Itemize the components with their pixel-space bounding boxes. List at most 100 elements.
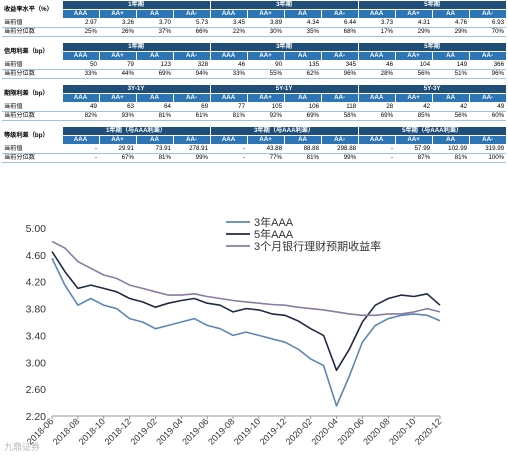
group-header: 3年期: [209, 0, 359, 10]
table-block-label: 收益率水平（%）: [2, 0, 62, 19]
table-cell: 106: [284, 102, 322, 112]
x-tick-label: 2020-02: [284, 416, 314, 446]
rating-header: AA-: [172, 135, 211, 145]
group-header: 1年期: [61, 0, 211, 10]
row-label: 当前值: [2, 60, 62, 70]
table-cell: 33%: [62, 69, 99, 79]
rating-header: AA+: [394, 51, 433, 61]
table-cell: 46: [358, 60, 396, 70]
table-cell: 3.89: [247, 18, 285, 28]
rating-header: AA+: [246, 93, 285, 103]
y-tick-label: 3.00: [26, 357, 47, 369]
table-cell: 70%: [469, 27, 507, 37]
table-cell: 66%: [173, 27, 211, 37]
table-cell: 88.88: [284, 144, 322, 154]
x-tick-label: 2019-04: [154, 416, 184, 446]
rating-header: AA: [135, 9, 174, 19]
table-cell: 42: [432, 102, 470, 112]
table-cell: 81%: [284, 153, 322, 163]
x-axis: 2018-062018-082018-102018-122019-022019-…: [25, 415, 443, 447]
yield-line-chart: 5.00 4.60 4.20 3.80 3.40 3.00 2.60 2.20 2018-06…: [25, 215, 443, 447]
table-cell: 46: [210, 60, 248, 70]
table-cell: -: [358, 144, 396, 154]
table-cell: 62%: [284, 69, 322, 79]
table-cell: 4.76: [432, 18, 470, 28]
rating-header: AA-: [468, 93, 507, 103]
table-row: 当前值 -29.91 73.91 278.91-43.88 88.88 298.88-57…: [2, 144, 507, 154]
table-cell: 85%: [395, 111, 433, 121]
table-cell: 2.97: [62, 18, 99, 28]
table-cell: 56%: [432, 111, 470, 121]
x-tick-label: 2020-10: [387, 416, 417, 446]
group-header: 5Y-1Y: [209, 84, 359, 94]
group-header: 3Y-1Y: [61, 84, 211, 94]
table-cell: 81%: [432, 153, 470, 163]
table-cell: 43.88: [247, 144, 285, 154]
table-cell: 69: [173, 102, 211, 112]
table-cell: 49: [62, 102, 99, 112]
y-tick-label: 4.20: [26, 277, 47, 289]
table-cell: 105: [247, 102, 285, 112]
table-cell: 37%: [136, 27, 173, 37]
row-label: 当前分位数: [2, 27, 62, 37]
table-cell: 96%: [469, 69, 507, 79]
rating-header: AAA: [357, 51, 396, 61]
table-cell: 4.31: [395, 18, 433, 28]
row-label: 当前分位数: [2, 69, 62, 79]
table-cell: 22%: [210, 27, 248, 37]
group-header: 3年期: [209, 42, 359, 52]
x-tick-label: 2018-12: [103, 416, 133, 446]
table-row: 当前分位数 82% 93% 81% 61% 81% 92% 69% 58% 69% 85% 56% 60…: [2, 111, 507, 121]
table-cell: 87%: [395, 153, 433, 163]
rating-header: AA-: [172, 93, 211, 103]
watermark-logo: 九鼎证券: [4, 442, 41, 452]
table-cell: 328: [173, 60, 211, 70]
table-cell: 3.73: [358, 18, 396, 28]
x-tick-label: 2019-02: [128, 416, 158, 446]
y-tick-label: 5.00: [26, 223, 47, 235]
credit-spread-tables: 收益率水平（%） 1年期 3年期 5年期 AAA AA+ AA AA- AAA AA+ AA AA- A…: [0, 0, 508, 168]
x-tick-label: 2018-10: [77, 416, 107, 446]
y-tick-label: 4.60: [26, 250, 47, 262]
table-block-2: 期限利差（bp） 3Y-1Y 5Y-1Y 5Y-3Y AAA AA+ AA AA- AAA AA+…: [2, 84, 507, 121]
table-row: 当前值 50 79 123 328 46 90 135 345 46 104 149 366: [2, 60, 507, 70]
row-label: 当前值: [2, 144, 62, 154]
table-cell: 29%: [432, 27, 470, 37]
table-block-0: 收益率水平（%） 1年期 3年期 5年期 AAA AA+ AA AA- AAA AA+ AA AA- A…: [2, 0, 507, 37]
table-cell: 123: [136, 60, 173, 70]
table-cell: 104: [395, 60, 433, 70]
table-block-label: 信用利差（bp）: [2, 42, 62, 61]
table-cell: 278.91: [173, 144, 211, 154]
table-cell: -: [358, 153, 396, 163]
y-tick-label: 3.80: [26, 304, 47, 316]
table-cell: 298.88: [321, 144, 359, 154]
table-cell: 69%: [136, 69, 173, 79]
table-cell: 28: [358, 102, 396, 112]
x-tick-label: 2019-10: [232, 416, 262, 446]
table-cell: 94%: [173, 69, 211, 79]
table-cell: 61%: [173, 111, 211, 121]
rating-header: AAA: [61, 51, 100, 61]
rating-header: AA-: [320, 93, 359, 103]
rating-header: AAA: [209, 51, 248, 61]
table-cell: 69%: [284, 111, 322, 121]
series-line-1: [51, 251, 441, 372]
table-cell: 58%: [321, 111, 359, 121]
table-row: 当前分位数 33% 44% 69% 94% 33% 55% 62% 96% 28% 56% 51% 96…: [2, 69, 507, 79]
table-cell: 69%: [358, 111, 396, 121]
table-cell: 3.45: [210, 18, 248, 28]
table-cell: 26%: [99, 27, 136, 37]
table-cell: 51%: [432, 69, 470, 79]
table-row: 当前值 49 63 64 69 77 105 106 118 28 42 42 49: [2, 102, 507, 112]
rating-header: AA+: [246, 51, 285, 61]
table-cell: 77%: [247, 153, 285, 163]
rating-header: AA-: [320, 51, 359, 61]
table-block-3: 等级利差（bp） 1年期（与AAA利差） 3年期（与AAA利差） 5年期（与AAA利差…: [2, 126, 507, 163]
table-cell: 77: [210, 102, 248, 112]
table-cell: 68%: [321, 27, 359, 37]
rating-header: AA+: [98, 135, 137, 145]
table-cell: -: [210, 153, 248, 163]
table-block-label: 等级利差（bp）: [2, 126, 62, 145]
table-cell: 35%: [284, 27, 322, 37]
